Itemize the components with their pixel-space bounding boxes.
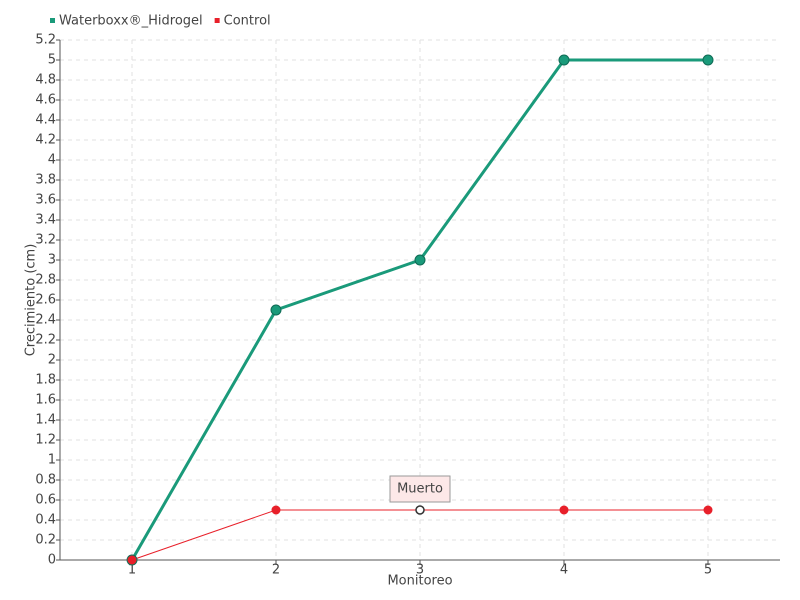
legend-swatch [214, 18, 220, 23]
y-tick-label: 1.6 [35, 393, 56, 408]
y-tick-label: 3.6 [35, 193, 56, 208]
y-tick-label: 1.8 [35, 373, 56, 388]
y-tick-label: 5 [48, 53, 56, 68]
y-tick-label: 1.4 [35, 413, 56, 428]
y-tick-label: 4.8 [35, 73, 56, 88]
y-tick-label: 2.4 [35, 313, 56, 328]
x-tick-label: 4 [560, 563, 568, 578]
y-tick-label: 4.2 [35, 133, 56, 148]
data-point [703, 505, 713, 515]
data-point [559, 505, 569, 515]
x-tick-label: 5 [704, 563, 712, 578]
y-tick-label: 1 [48, 453, 56, 468]
y-tick-label: 0.4 [35, 513, 56, 528]
y-tick-label: 2.2 [35, 333, 56, 348]
data-point [270, 304, 282, 316]
annotation-text: Muerto [397, 482, 443, 497]
y-tick-label: 2.8 [35, 273, 56, 288]
data-point [271, 505, 281, 515]
x-axis-title: Monitoreo [387, 574, 452, 589]
y-tick-label: 3.8 [35, 173, 56, 188]
x-tick-label: 3 [416, 563, 424, 578]
data-point [127, 555, 137, 565]
y-tick-label: 3.2 [35, 233, 56, 248]
y-tick-label: 2 [48, 353, 56, 368]
data-point [414, 254, 426, 266]
annotation: Muerto [389, 475, 451, 503]
legend-swatch [50, 18, 55, 23]
y-tick-label: 3 [48, 253, 56, 268]
y-tick-label: 0.2 [35, 533, 56, 548]
y-tick-label: 3.4 [35, 213, 56, 228]
x-tick-label: 2 [272, 563, 280, 578]
x-tick-label: 1 [128, 563, 136, 578]
y-axis-title: Crecimiento (cm) [24, 244, 39, 357]
y-tick-label: 4.6 [35, 93, 56, 108]
legend-label: Waterboxx®_Hidrogel [59, 14, 203, 29]
y-tick-label: 1.2 [35, 433, 56, 448]
annotation-box [389, 475, 451, 503]
legend-label: Control [224, 14, 271, 29]
y-tick-label: 4.4 [35, 113, 56, 128]
y-tick-label: 0 [48, 553, 56, 568]
data-point [558, 54, 570, 66]
data-point [415, 505, 425, 515]
y-tick-label: 2.6 [35, 293, 56, 308]
y-tick-label: 4 [48, 153, 56, 168]
data-point [702, 54, 714, 66]
legend: Waterboxx®_Hidrogel Control [50, 14, 271, 29]
y-tick-label: 0.8 [35, 473, 56, 488]
y-tick-label: 0.6 [35, 493, 56, 508]
y-tick-label: 5.2 [35, 33, 56, 48]
